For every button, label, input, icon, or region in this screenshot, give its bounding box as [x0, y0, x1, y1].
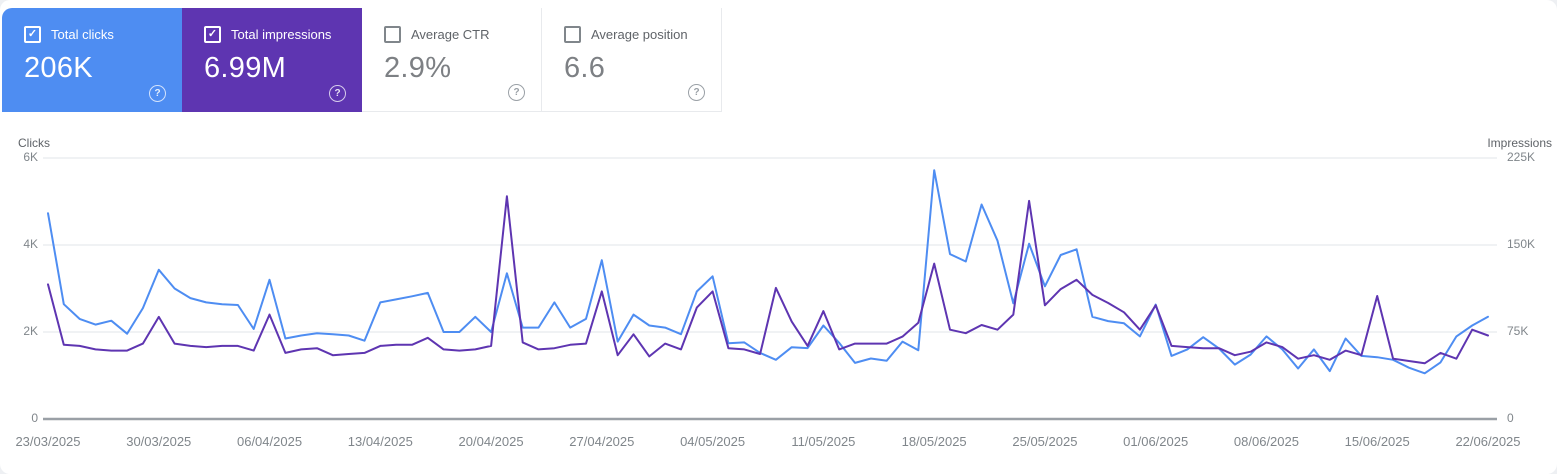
help-icon[interactable]: ? [508, 84, 525, 101]
card-header: ✓ Average position [564, 26, 721, 43]
x-axis-label: 15/06/2025 [1344, 434, 1410, 449]
total-clicks-checkbox[interactable]: ✓ [24, 26, 41, 43]
left-axis-tick: 0 [31, 411, 38, 425]
x-axis-label: 18/05/2025 [901, 434, 967, 449]
average-position-checkbox[interactable]: ✓ [564, 26, 581, 43]
left-axis-tick: 2K [23, 324, 38, 338]
card-header: ✓ Average CTR [384, 26, 541, 43]
help-icon[interactable]: ? [149, 85, 166, 102]
help-icon[interactable]: ? [329, 85, 346, 102]
right-axis-tick: 75K [1507, 324, 1529, 338]
checkmark-icon: ✓ [27, 28, 38, 40]
average-position-label: Average position [591, 27, 688, 42]
x-axis-label: 08/06/2025 [1233, 434, 1299, 449]
card-header: ✓ Total clicks [24, 26, 182, 43]
average-position-value: 6.6 [564, 52, 606, 84]
right-axis-tick: 150K [1507, 237, 1536, 251]
x-axis-label: 20/04/2025 [458, 434, 524, 449]
total-impressions-checkbox[interactable]: ✓ [204, 26, 221, 43]
checkmark-icon: ✓ [207, 28, 218, 40]
total-impressions-label: Total impressions [231, 27, 332, 42]
total-impressions-card[interactable]: ✓ Total impressions 6.99M ? [182, 8, 362, 112]
x-axis-label: 22/06/2025 [1455, 434, 1521, 449]
total-clicks-label: Total clicks [51, 27, 114, 42]
x-axis-label: 27/04/2025 [569, 434, 635, 449]
right-axis-tick: 0 [1507, 411, 1514, 425]
help-icon[interactable]: ? [688, 84, 705, 101]
x-axis-label: 23/03/2025 [15, 434, 81, 449]
card-header: ✓ Total impressions [204, 26, 362, 43]
average-ctr-card[interactable]: ✓ Average CTR 2.9% ? [362, 8, 542, 112]
left-axis-tick: 4K [23, 237, 38, 251]
x-axis-label: 04/05/2025 [680, 434, 746, 449]
average-ctr-label: Average CTR [411, 27, 490, 42]
left-axis-tick: 6K [23, 150, 38, 164]
total-impressions-value: 6.99M [204, 52, 287, 84]
x-axis-label: 01/06/2025 [1123, 434, 1189, 449]
average-ctr-checkbox[interactable]: ✓ [384, 26, 401, 43]
x-axis-label: 06/04/2025 [236, 434, 303, 449]
x-axis-label: 13/04/2025 [347, 434, 413, 449]
impressions-line[interactable] [47, 195, 1489, 365]
left-axis-title: Clicks [18, 136, 50, 150]
x-axis-labels: 23/03/2025 30/03/2025 06/04/2025 13/04/2025… [0, 434, 1557, 454]
total-clicks-card[interactable]: ✓ Total clicks 206K ? [2, 8, 182, 112]
x-axis-label: 25/05/2025 [1012, 434, 1078, 449]
metric-cards: ✓ Total clicks 206K ? ✓ Total impression… [2, 8, 722, 112]
total-clicks-value: 206K [24, 52, 93, 84]
right-axis-title: Impressions [1487, 136, 1552, 150]
average-position-card[interactable]: ✓ Average position 6.6 ? [542, 8, 722, 112]
clicks-line[interactable] [47, 169, 1489, 375]
x-axis-label: 30/03/2025 [126, 434, 192, 449]
x-axis-label: 11/05/2025 [791, 434, 856, 449]
average-ctr-value: 2.9% [384, 52, 452, 84]
right-axis-tick: 225K [1507, 150, 1536, 164]
